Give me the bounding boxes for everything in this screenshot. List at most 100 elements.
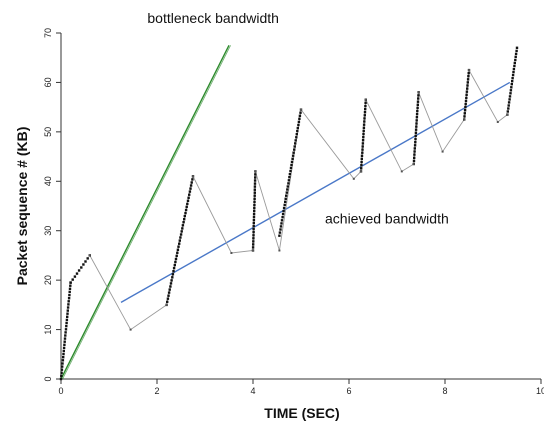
packet-point: [289, 169, 292, 173]
packet-point: [253, 188, 256, 191]
packet-point: [360, 154, 364, 157]
packet-point: [363, 117, 366, 120]
packet-point: [66, 312, 69, 315]
packet-point: [299, 111, 302, 114]
idle-point: [129, 328, 132, 331]
packet-point: [60, 371, 63, 374]
packet-point: [177, 245, 180, 248]
idle-point: [230, 252, 233, 254]
packet-point: [362, 129, 365, 133]
packet-point: [508, 98, 511, 101]
packet-point: [252, 234, 255, 237]
packet-point: [61, 365, 64, 368]
packet-point: [68, 290, 71, 294]
packet-point: [514, 52, 518, 56]
idle-point: [88, 254, 91, 257]
packet-point: [297, 120, 301, 124]
packet-point: [511, 73, 515, 77]
packet-point: [283, 203, 286, 207]
packet-point: [464, 102, 467, 106]
packet-point: [511, 77, 514, 80]
packet-point: [173, 263, 176, 267]
idle-point: [192, 175, 194, 178]
packet-point: [65, 318, 69, 322]
packet-point: [414, 141, 417, 144]
packet-point: [294, 142, 297, 145]
packet-point: [279, 225, 283, 228]
packet-point: [167, 291, 171, 294]
y-tick-label: 10: [43, 325, 53, 335]
packet-point: [414, 128, 418, 131]
packet-point: [86, 257, 89, 260]
packet-point: [466, 87, 469, 90]
packet-point: [66, 309, 69, 312]
packet-point: [69, 284, 72, 287]
packet-point: [252, 225, 255, 228]
series-layer: [59, 45, 519, 381]
packet-point: [166, 297, 170, 300]
packet-point: [281, 212, 285, 216]
packet-point: [514, 55, 517, 59]
packet-point: [465, 90, 469, 93]
packet-point: [413, 153, 416, 156]
packet-burst: [463, 68, 471, 121]
packet-point: [253, 209, 256, 213]
packet-point: [466, 84, 469, 87]
packet-point: [289, 166, 293, 170]
idle-point: [300, 108, 302, 111]
packet-point: [464, 105, 467, 109]
packet-point: [415, 125, 418, 128]
packet-burst: [165, 175, 195, 307]
packet-point: [416, 109, 419, 113]
packet-point: [413, 156, 416, 159]
packet-point: [417, 94, 420, 97]
x-axis-title: TIME (SEC): [264, 405, 339, 421]
packet-point: [361, 142, 365, 145]
packet-point: [511, 80, 514, 83]
packet-point: [291, 157, 294, 160]
packet-point: [278, 231, 282, 234]
packet-point: [186, 202, 189, 206]
packet-point: [82, 263, 85, 266]
packet-point: [61, 362, 64, 365]
packet-point: [290, 163, 293, 167]
packet-point: [67, 300, 70, 303]
packet-point: [515, 49, 518, 53]
packet-point: [253, 200, 256, 203]
x-tick-label: 2: [154, 386, 159, 396]
packet-point: [414, 137, 417, 141]
packet-point: [167, 294, 170, 297]
packet-point: [413, 150, 416, 153]
packet-point: [75, 272, 79, 275]
packet-point: [415, 119, 418, 122]
idle-point: [400, 170, 403, 173]
packet-point: [183, 214, 186, 218]
packet-point: [508, 95, 512, 98]
packet-point: [363, 114, 366, 117]
idle-point: [468, 69, 470, 72]
packet-point: [467, 75, 470, 78]
packet-point: [252, 215, 256, 219]
packet-point: [464, 99, 468, 103]
packet-point: [466, 78, 470, 81]
y-tick-label: 0: [43, 376, 53, 381]
packet-point: [181, 224, 185, 227]
packet-point: [68, 293, 71, 297]
packet-point: [364, 104, 367, 108]
packet-point: [253, 182, 257, 185]
packet-point: [77, 269, 81, 272]
packet-point: [176, 251, 179, 254]
packet-point: [179, 236, 182, 239]
bottleneck-bandwidth-label: bottleneck bandwidth: [147, 10, 279, 26]
achieved-bandwidth-label: achieved bandwidth: [325, 210, 449, 226]
packet-point: [181, 227, 184, 230]
packet-point: [364, 107, 367, 111]
x-tick-label: 4: [250, 386, 255, 396]
packet-point: [416, 100, 420, 103]
packet-point: [360, 157, 363, 161]
packet-point: [363, 111, 367, 114]
packet-point: [298, 114, 302, 117]
packet-point: [507, 101, 511, 104]
packet-point: [412, 159, 416, 163]
packet-point: [252, 221, 255, 225]
